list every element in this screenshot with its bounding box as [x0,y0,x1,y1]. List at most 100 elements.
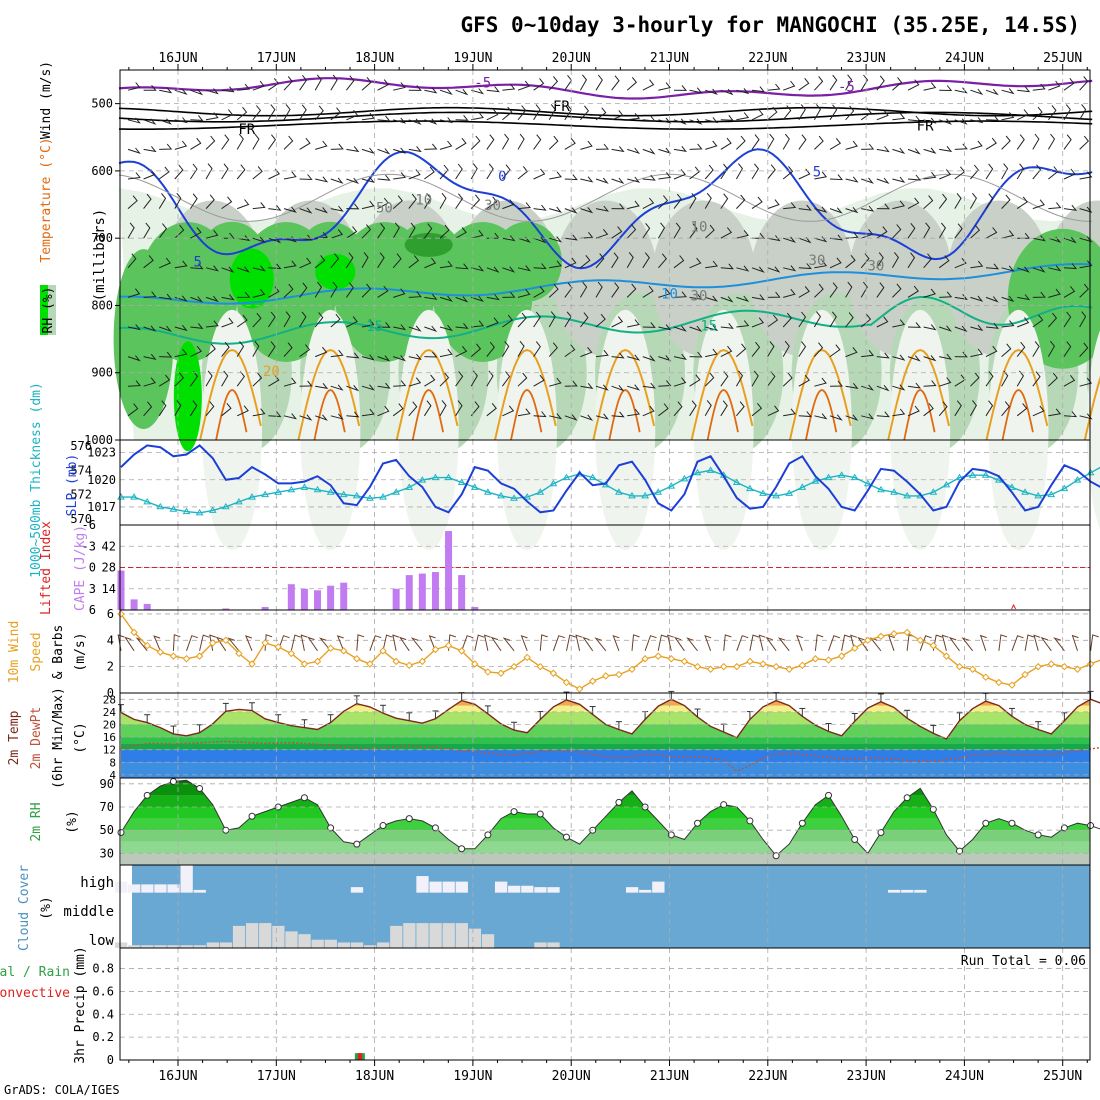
upper-wind-barb [205,401,215,417]
cape-axis-label: CAPE (J/kg) [73,525,88,611]
upper-wind-barb [985,263,1000,270]
rh-marker [248,812,256,820]
upper-wind-barb [330,177,344,184]
upper-wind-barb [907,405,920,417]
boundary-layer-blob [890,309,951,550]
upper-wind-barb [626,283,637,298]
upper-wind-barb [1032,83,1046,91]
rh-marker [196,784,204,792]
upper-wind-barb [1063,77,1075,91]
thickness-marker [667,482,676,489]
upper-wind-barb [767,83,781,91]
upper-wind-barb [876,352,890,359]
surface-wind-barb [186,635,198,651]
upper-wind-barb [580,346,593,358]
upper-wind-barb [517,288,531,298]
thickness-marker [877,485,885,493]
rh-marker [562,833,570,841]
upper-wind-barb [127,288,141,298]
upper-wind-barb [501,133,510,150]
upper-wind-barb [798,104,806,121]
thickness-marker [903,491,912,499]
thickness-tick-label: 576 [70,439,92,453]
upper-wind-barb [533,236,547,244]
upper-wind-barb [892,354,906,361]
high-cloud-bar [416,876,429,893]
rh-marker [143,791,151,799]
upper-wind-barb [268,204,282,211]
upper-wind-barb [267,104,276,121]
temperature-legend-label: Temperature (°C) [39,137,54,262]
upper-wind-barb [611,146,625,153]
upper-wind-barb [892,384,906,391]
low-cloud-bar [154,945,167,948]
cross-section-panel: -5 -5 FR FR FR 0 5 5 10 15 15 20 50 10 30 10 30 30 30 500 60… [39,61,1100,550]
upper-wind-barb [315,207,329,214]
surface-wind-barb [300,634,308,651]
contour-25 [313,389,346,441]
upper-wind-barb [174,164,184,180]
upper-wind-barb [315,346,328,358]
upper-wind-barb [580,207,594,214]
upper-wind-barb [299,414,313,421]
upper-wind-barb [985,227,998,239]
upper-wind-barb [1017,317,1030,328]
upper-wind-barb [174,324,188,332]
upper-wind-barb [736,343,747,357]
wind-panel: 0 2 4 6 10m Wind Speed & Barbs (m/s) [7,607,1100,700]
cape-tick-label: 42 [102,539,116,553]
contour-label: 10 [691,219,708,235]
upper-wind-barb [751,370,759,387]
upper-wind-barb [190,263,204,270]
chart-title: GFS 0~10day 3-hourly for MANGOCHI (35.25… [460,13,1080,37]
thickness-marker [1008,483,1016,490]
thickness-marker [287,485,296,493]
upper-wind-barb [1079,342,1089,357]
wind-speed-marker [1021,670,1029,679]
lifted-index-mark [1011,603,1017,610]
upper-wind-barb [907,285,919,298]
upper-wind-barb [471,320,485,328]
upper-wind-barb [346,75,355,91]
upper-wind-barb [751,402,763,417]
rh-marker [458,845,466,853]
contour-25 [1001,389,1034,441]
upper-wind-barb [345,282,354,298]
upper-wind-barb [564,174,578,181]
upper-wind-barb [1032,106,1043,121]
thickness-marker [811,477,820,484]
pressure-tick-label: 1000 [84,433,113,447]
upper-wind-barb [345,252,354,269]
rh-green-blob [113,249,174,430]
upper-wind-barb [533,168,546,180]
upper-wind-barb [876,316,889,328]
temp-tick-label: 4 [109,769,116,782]
thickness-marker [1060,484,1069,492]
wind-speed-marker [903,628,911,637]
upper-wind-barb [1048,265,1062,272]
upper-wind-barb [860,313,872,328]
upper-wind-barb [517,80,531,91]
upper-wind-barb [205,265,219,272]
upper-wind-barb [471,88,485,95]
cape-bar [327,585,335,610]
upper-wind-barb [985,400,994,417]
upper-wind-barb [190,345,202,358]
upper-wind-barb [595,107,607,121]
low-cloud-bar [193,945,206,948]
thickness-marker [195,508,204,516]
upper-wind-barb [1001,88,1015,95]
upper-wind-barb [190,296,204,303]
thickness-marker [536,488,545,495]
contour-label: FR [917,119,934,135]
contour-20 [887,348,950,441]
upper-wind-barb [580,414,594,421]
upper-wind-barb [923,147,937,154]
upper-wind-barb [673,85,688,91]
upper-wind-barb [861,349,875,358]
upper-wind-barb [782,133,790,150]
upper-wind-barb [158,400,167,417]
precip-convective-legend: Convective [0,986,70,1001]
upper-wind-barb [985,163,994,180]
upper-wind-barb [127,355,141,362]
